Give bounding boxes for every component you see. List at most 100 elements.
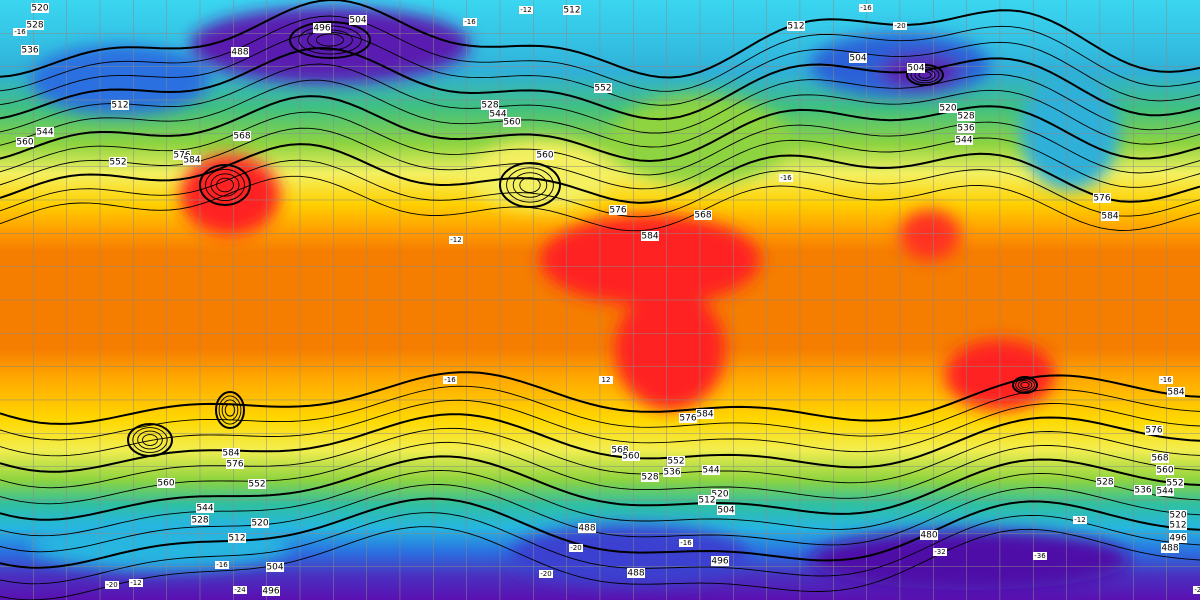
contour-label: 560 [157, 478, 175, 489]
contour-label-text: 552 [109, 158, 126, 168]
label-box [443, 376, 457, 384]
contour-label: 512 [698, 495, 716, 506]
contour-label: 528 [957, 111, 975, 122]
contour-label-text: 552 [248, 480, 265, 490]
label-box [111, 100, 129, 110]
contour [0, 143, 1200, 204]
label-box [26, 20, 44, 30]
contour-label: 520 [711, 489, 729, 500]
contour-label-text: 488 [627, 569, 644, 579]
label-box [313, 23, 331, 33]
temperature-label: -16 [215, 561, 229, 569]
contour [0, 175, 1200, 232]
label-box [920, 530, 938, 540]
contour-label-text: 552 [594, 84, 611, 94]
contour-label-text: 584 [1101, 212, 1118, 222]
label-box [262, 586, 280, 596]
temperature-label: -12 [519, 6, 533, 14]
temperature-label-text: -16 [14, 28, 26, 36]
contour-label-text: 520 [1169, 511, 1186, 521]
label-box [1156, 486, 1174, 496]
contour-label-text: 504 [266, 563, 283, 573]
contour-ring [199, 164, 251, 206]
contour-label: 584 [222, 448, 240, 459]
contour-label: 576 [173, 150, 191, 161]
contour [0, 46, 1200, 121]
contour-label: 520 [1169, 510, 1187, 521]
contour-label-text: 576 [173, 151, 190, 161]
contour-ring [1012, 376, 1038, 394]
contour-label-text: 584 [222, 449, 239, 459]
label-box [1033, 552, 1047, 560]
contour-label: 584 [1101, 211, 1119, 222]
contour-label-text: 560 [16, 138, 33, 148]
temperature-label-text: -16 [680, 539, 692, 547]
contour-label-text: 520 [31, 4, 48, 14]
label-box [627, 568, 645, 578]
contour-label-text: 568 [1151, 454, 1168, 464]
contour-label: 488 [578, 523, 596, 534]
contour-label-text: 584 [641, 232, 658, 242]
contour-labels: 520 528 536 512 544 560 552 488 496 504 512 512 504 5… [13, 3, 1200, 597]
contour-label: 552 [109, 157, 127, 168]
contour-label-text: 536 [663, 468, 680, 478]
label-box [849, 53, 867, 63]
contour-label-text: 568 [694, 211, 711, 221]
temperature-label: -16 [1159, 376, 1173, 384]
contour-label-text: 496 [1169, 534, 1186, 544]
contour-ring [218, 395, 242, 425]
temperature-label: -20 [105, 581, 119, 589]
temperature-label-text: -32 [934, 548, 945, 556]
temperature-label: -24 [233, 586, 247, 594]
contour-label-text: 528 [641, 473, 658, 483]
contour-ring [506, 167, 554, 203]
label-box [694, 210, 712, 220]
contour-label: 552 [667, 456, 685, 467]
contour-label: 504 [849, 53, 867, 64]
contour-label: 544 [1156, 486, 1174, 497]
label-box [611, 445, 629, 455]
contour-label: 504 [266, 562, 284, 573]
contour-label-text: 584 [1167, 388, 1184, 398]
label-box [711, 489, 729, 499]
temperature-label: -12 [1073, 516, 1087, 524]
label-box [933, 548, 947, 556]
temperature-label-text: -16 [216, 561, 228, 569]
contour-label-text: 536 [1134, 486, 1151, 496]
contour [0, 512, 1200, 585]
contour-label-text: 544 [1156, 487, 1173, 497]
contour-ring [215, 391, 245, 429]
contour-label: 528 [26, 20, 44, 31]
label-box [787, 21, 805, 31]
temperature-label: -32 [933, 548, 947, 556]
label-box [1145, 425, 1163, 435]
contour-label-text: 544 [955, 136, 972, 146]
contour-ring [205, 168, 245, 202]
contour [0, 371, 1200, 425]
label-box [779, 174, 793, 182]
contour-label-text: 504 [849, 54, 866, 64]
contour-ring [224, 403, 236, 417]
contour [0, 111, 1200, 176]
contour-label: 520 [251, 518, 269, 529]
contour-label: 512 [111, 100, 129, 111]
label-box [702, 465, 720, 475]
contour-label: 568 [233, 131, 251, 142]
label-box [1169, 510, 1187, 520]
label-box [503, 117, 521, 127]
label-box [717, 505, 735, 515]
contour-label-text: 512 [111, 101, 128, 111]
contour-label: 536 [21, 45, 39, 56]
contour-label: 512 [787, 21, 805, 32]
label-box [489, 109, 507, 119]
contour-label-text: 480 [920, 531, 937, 541]
contour [0, 95, 1200, 163]
label-box [519, 6, 533, 14]
temperature-label: -16 [13, 28, 27, 36]
contour-label: 496 [262, 586, 280, 597]
contour-label-text: 536 [21, 46, 38, 56]
temperature-label-text: -16 [444, 376, 456, 384]
contour-label-text: 560 [1156, 466, 1173, 476]
